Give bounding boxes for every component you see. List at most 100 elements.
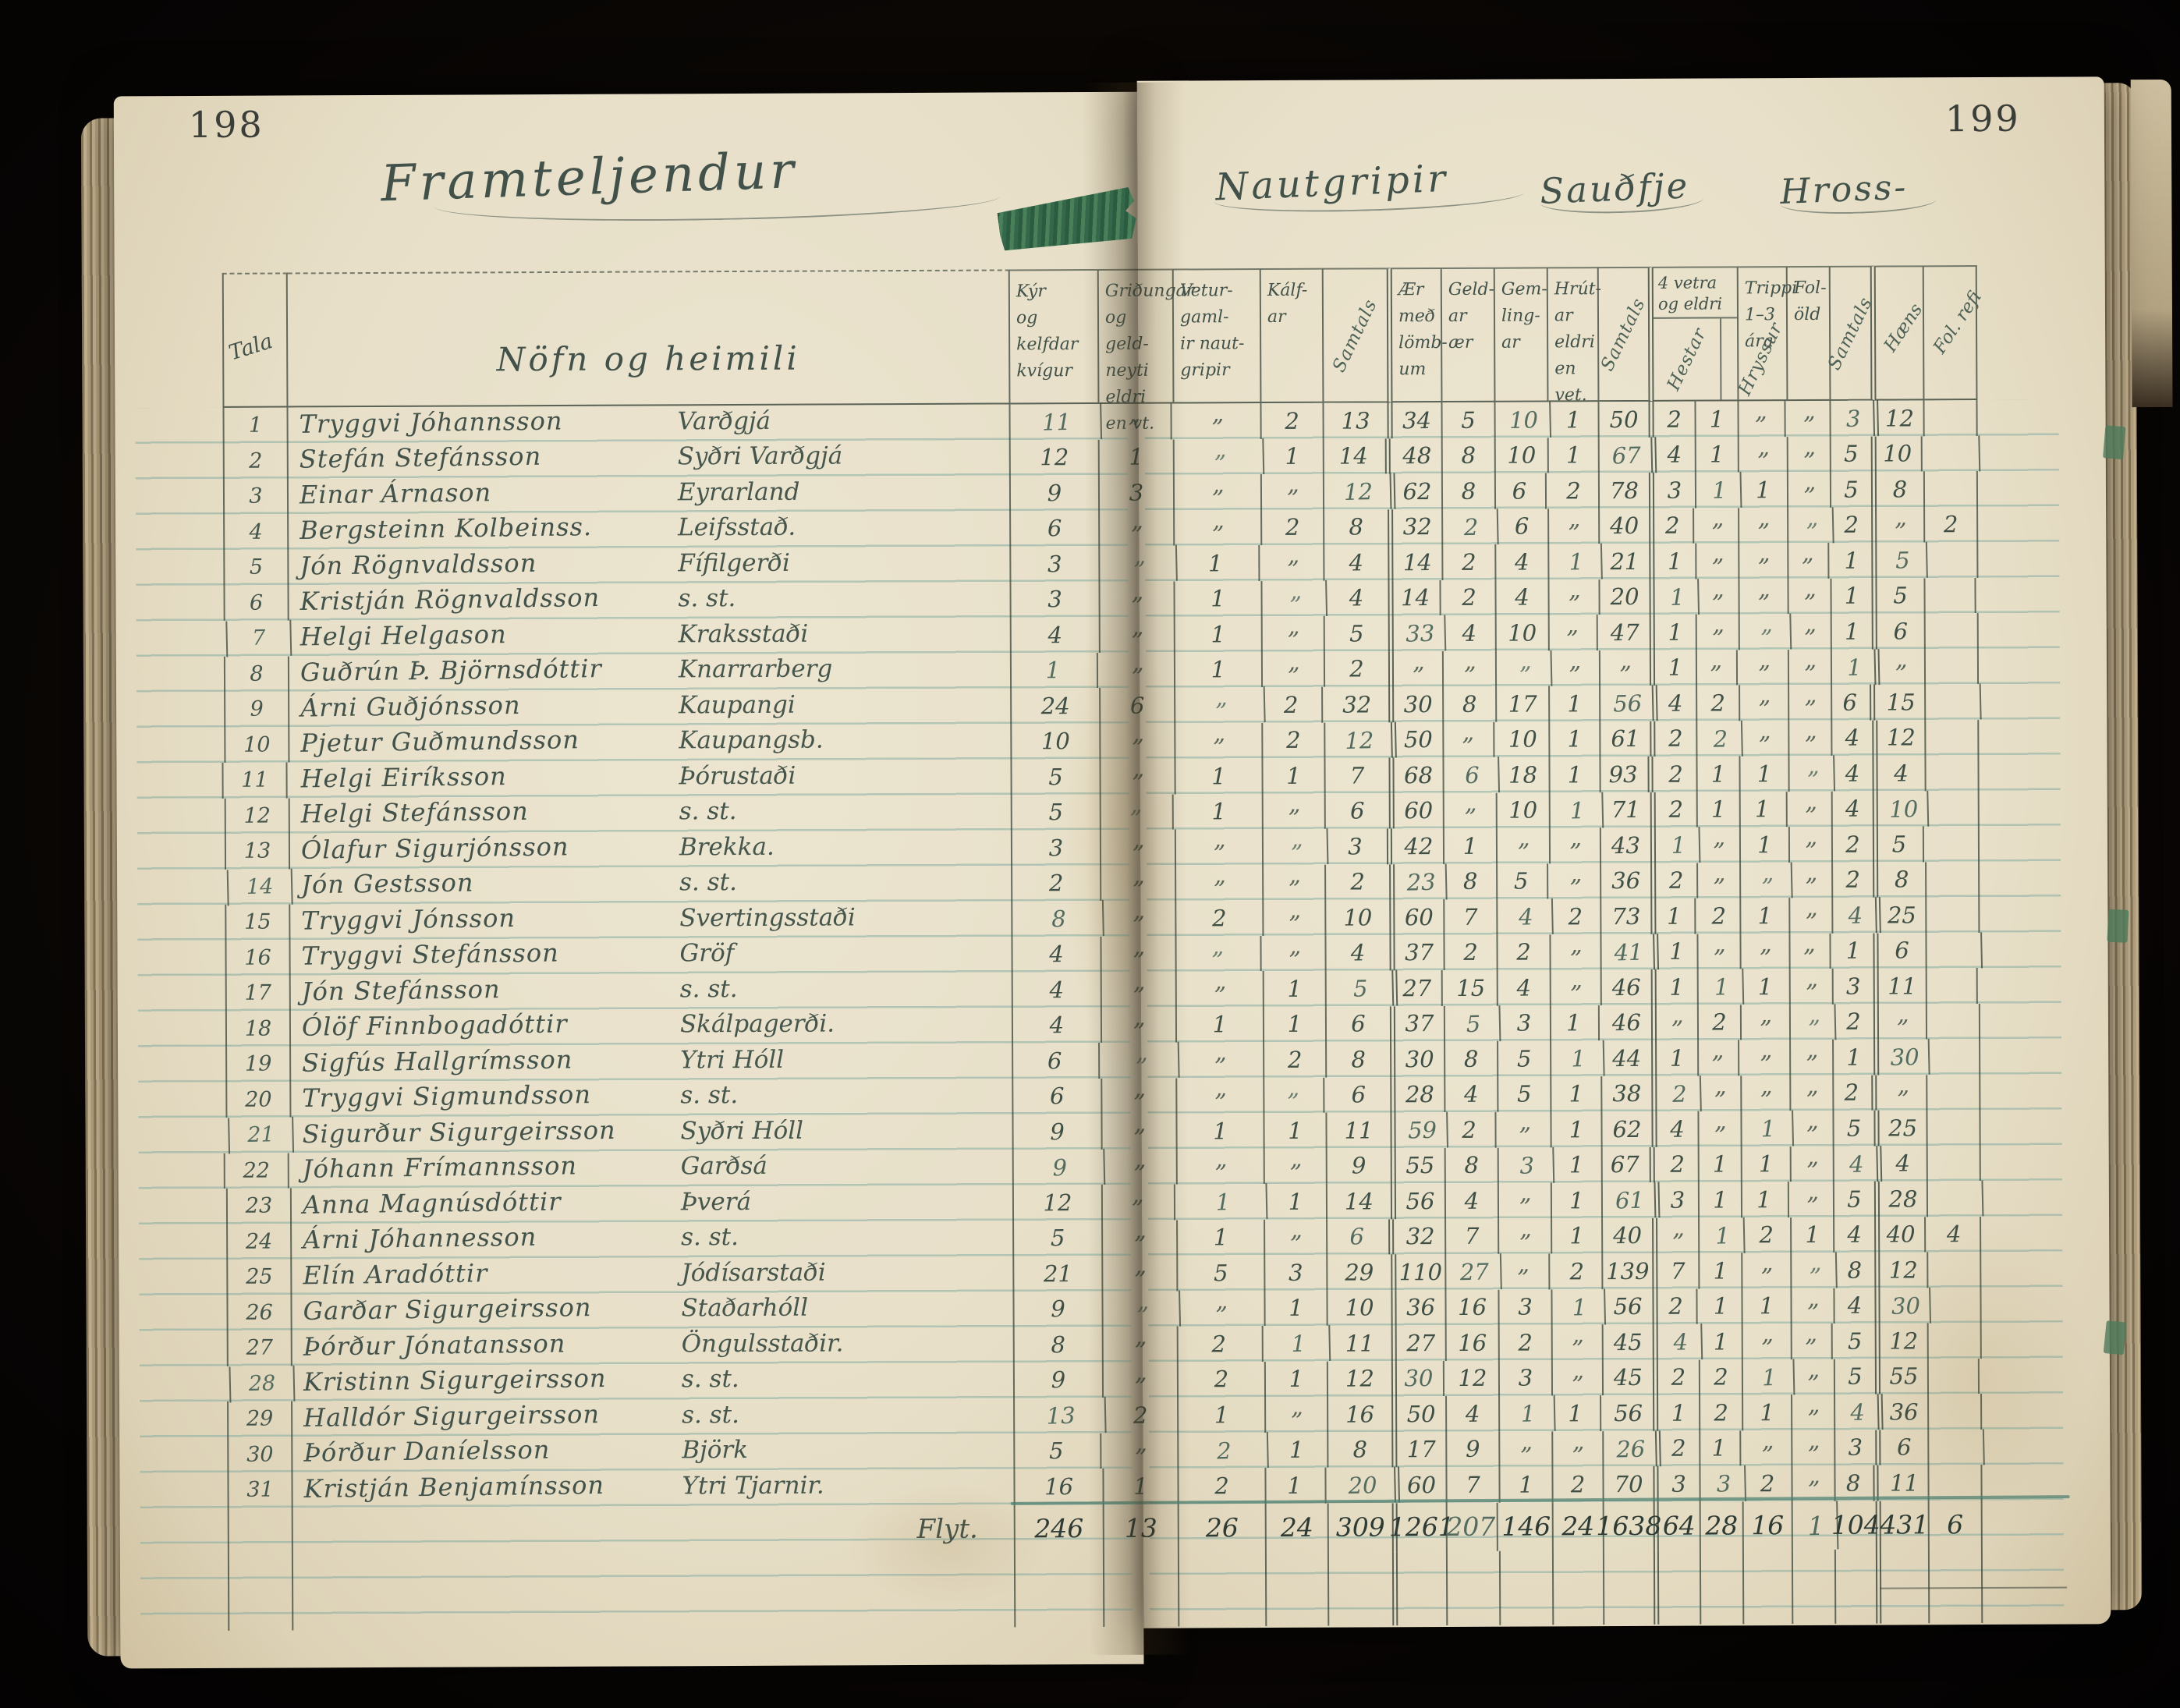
cell-cows: 24: [1012, 687, 1101, 724]
cell-cows: 4: [1012, 936, 1102, 973]
farm-home: Þverá: [680, 1187, 752, 1217]
name-cell: Helgi Eiríksson Þórustaði: [289, 759, 1012, 798]
cell-bulls-dry-cattle: „: [1101, 543, 1178, 583]
row-number: 19: [225, 1046, 292, 1083]
cell-young-horses: „: [1742, 1036, 1792, 1075]
cell-foxes: [1923, 577, 1976, 614]
name-cell: Sigfús Hallgrímsson Ytri Hóll: [291, 1043, 1014, 1082]
farm-home: Varðgjá: [677, 406, 771, 436]
cell-barren-ewes: 9: [1447, 1431, 1501, 1468]
cell-calves: 1: [1264, 1183, 1328, 1220]
cell-yearling-sheep: 10: [1497, 792, 1551, 828]
cell-foals: „: [1791, 1036, 1834, 1075]
cell-foxes: [1927, 434, 1981, 472]
farm-home: s. st.: [679, 974, 738, 1004]
farm-home: Syðri Hóll: [680, 1116, 804, 1146]
cell-foals: „: [1789, 788, 1833, 827]
cell-bulls-dry-cattle: „: [1100, 614, 1175, 653]
cell-young-horses: „: [1742, 859, 1793, 898]
cell-horses-total: 5: [1831, 436, 1877, 472]
cell-ewes-with-lambs: 48: [1392, 438, 1443, 474]
cell-stallions: 2: [1655, 721, 1698, 757]
cell-young-horses: 1: [1742, 1288, 1792, 1324]
total-yearling-cattle: 26: [1179, 1503, 1267, 1553]
cell-yearling-cattle: „: [1174, 401, 1262, 440]
cell-cattle-total: 4: [1326, 934, 1395, 971]
cell-calves: „: [1262, 542, 1325, 581]
cell-calves: „: [1262, 649, 1326, 688]
farmer-name: Helgi Eiríksson: [300, 760, 508, 794]
cell-cows: 6: [1011, 1042, 1101, 1079]
row-number: 26: [226, 1294, 292, 1331]
cell-hens: 11: [1880, 1465, 1930, 1501]
cell-yearling-cattle: „: [1176, 968, 1264, 1008]
total-young-horses: 16: [1743, 1501, 1793, 1550]
name-cell: Kristinn Sigurgeirsson s. st.: [292, 1362, 1016, 1401]
cell-bulls-dry-cattle: „: [1101, 933, 1177, 972]
cell-horses-total: 2: [1831, 1075, 1877, 1111]
cell-ewes-with-lambs: 110: [1396, 1254, 1447, 1290]
cell-cattle-total: 6: [1326, 1005, 1396, 1042]
cell-yearling-sheep: 2: [1499, 1324, 1553, 1361]
cell-hens: „: [1879, 1072, 1928, 1111]
cell-mares: „: [1699, 1072, 1742, 1111]
cell-sheep-total: 41: [1604, 933, 1660, 970]
farmer-name: Pjetur Guðmundsson: [300, 725, 580, 759]
cell-mares: 1: [1697, 791, 1741, 827]
name-cell: Ólafur Sigurjónsson Brekka.: [289, 830, 1013, 869]
cell-young-horses: „: [1739, 505, 1789, 544]
cell-hens: 6: [1878, 932, 1927, 969]
cell-yearling-cattle: 1: [1179, 1183, 1268, 1221]
cell-yearling-sheep: 3: [1499, 1359, 1554, 1396]
farmer-name: Bergsteinn Kolbeinss.: [299, 512, 593, 546]
cell-foals: „: [1788, 576, 1832, 615]
col-header-rams: Hrút- ar eldri en vet.: [1547, 267, 1601, 406]
cell-bulls-dry-cattle: „: [1103, 1324, 1179, 1363]
cell-yearling-sheep: „: [1499, 1215, 1553, 1254]
cell-foxes: [1928, 1252, 1982, 1288]
cell-bulls-dry-cattle: „: [1103, 1217, 1179, 1256]
cell-bulls-dry-cattle: 3: [1099, 474, 1175, 511]
cell-horses-total: 1: [1833, 933, 1879, 969]
cell-hens: 55: [1880, 1358, 1930, 1394]
cell-horses-total: 4: [1832, 755, 1878, 792]
cell-hens: 6: [1880, 1429, 1930, 1465]
cell-mares: „: [1696, 1037, 1740, 1076]
cell-yearling-sheep: 10: [1495, 437, 1549, 473]
cell-yearling-sheep: 6: [1496, 508, 1550, 544]
cell-cattle-total: 10: [1327, 1289, 1397, 1326]
farm-home: s. st.: [681, 1365, 739, 1394]
cell-yearling-cattle: 1: [1179, 1397, 1267, 1433]
farmer-name: Þórður Daníelsson: [303, 1434, 551, 1468]
cell-yearling-cattle: „: [1177, 684, 1266, 724]
cell-yearling-cattle: „: [1175, 720, 1264, 759]
green-edge-marker: [2107, 909, 2129, 943]
horses-group-label: 4 vetra og eldri: [1653, 268, 1738, 319]
name-cell: Pjetur Guðmundsson Kaupangsb.: [289, 723, 1012, 763]
cell-horses-total: 5: [1834, 1181, 1880, 1217]
cell-mares: 2: [1699, 720, 1743, 757]
cell-ewes-with-lambs: 62: [1392, 473, 1444, 509]
row-number: 8: [223, 655, 290, 692]
cell-yearling-sheep: 1: [1500, 1466, 1554, 1503]
cell-calves: „: [1266, 1394, 1329, 1433]
cell-rams: 1: [1550, 721, 1601, 757]
cell-stallions: 2: [1657, 1359, 1701, 1395]
cell-sheep-total: 73: [1601, 898, 1657, 934]
cell-cattle-total: 13: [1324, 402, 1393, 439]
cell-young-horses: 1: [1740, 756, 1790, 792]
farmer-name: Árni Jóhannesson: [302, 1222, 537, 1255]
cell-mares: 1: [1700, 1253, 1743, 1289]
cell-hens: „: [1877, 646, 1927, 685]
cell-sheep-total: 67: [1601, 436, 1657, 473]
cell-foxes: [1927, 1039, 1981, 1075]
cell-barren-ewes: 8: [1444, 686, 1498, 722]
row-number: 11: [222, 762, 288, 799]
cell-horses-total: 2: [1833, 862, 1879, 898]
farmer-name: Helgi Helgason: [300, 618, 507, 652]
cell-ewes-with-lambs: 30: [1394, 686, 1444, 722]
cell-yearling-cattle: 2: [1180, 1431, 1269, 1469]
cell-horses-total: 4: [1832, 720, 1878, 756]
table-tail: [1835, 1549, 1882, 1624]
cell-sheep-total: 56: [1604, 1394, 1659, 1431]
